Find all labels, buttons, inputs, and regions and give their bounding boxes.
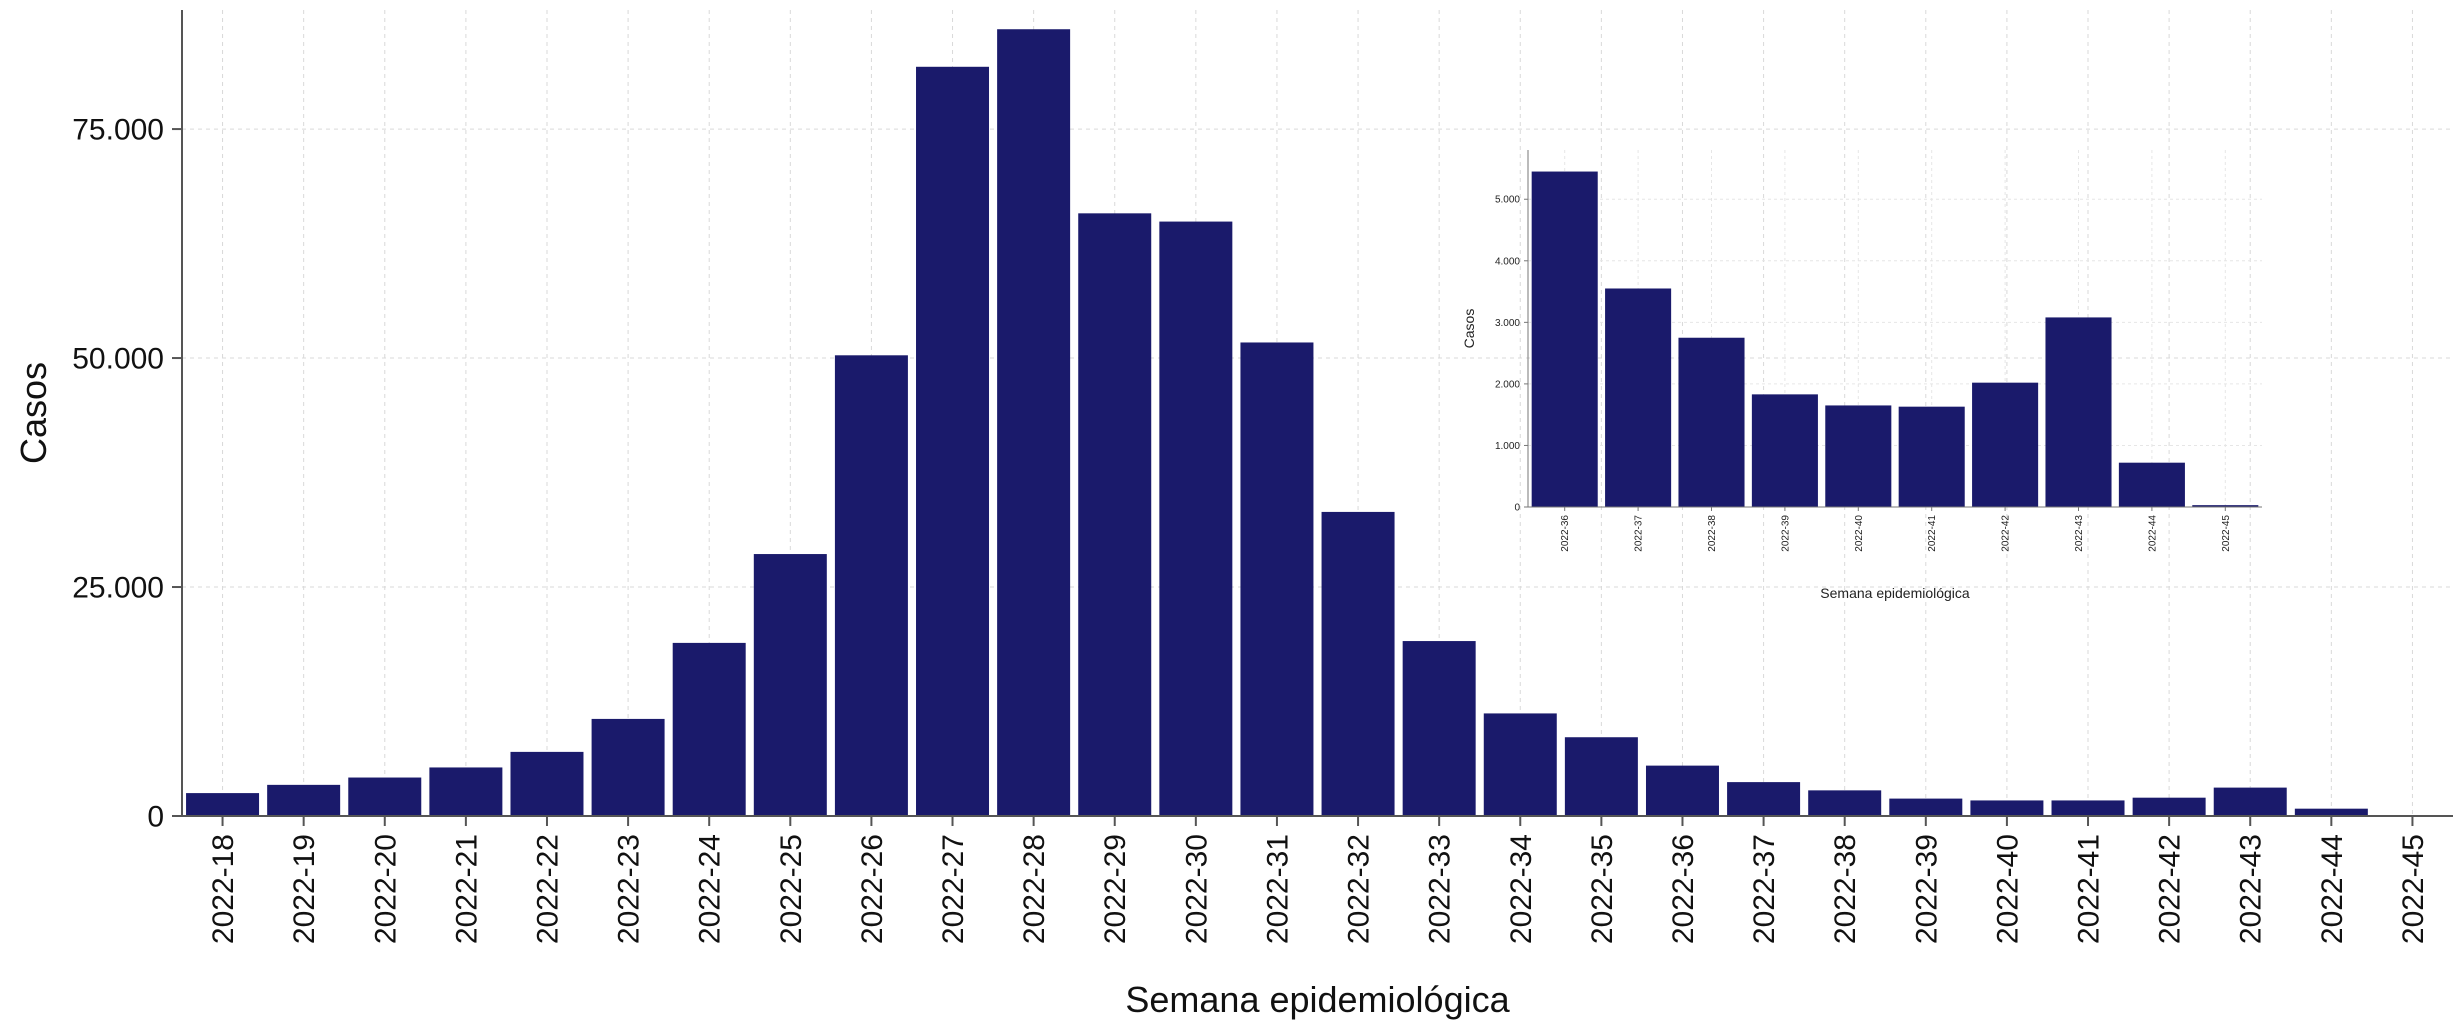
x-tick-label: 2022-42 [2154,834,2187,944]
inset-x-tick-label: 2022-43 [2074,515,2085,552]
inset-bar [2045,317,2112,507]
x-tick-label: 2022-43 [2235,834,2268,944]
x-tick-label: 2022-44 [2316,834,2349,944]
x-tick-label: 2022-22 [531,834,564,944]
bar [591,718,665,816]
bar [1159,221,1233,816]
x-tick-label: 2022-29 [1099,834,1132,944]
inset-y-tick-label: 0 [1514,503,1520,514]
main-chart: 0 25.000 50.000 75.000 2022-18 2022-19 2022-20… [13,10,2453,1020]
y-tick-label: 25.000 [72,572,164,605]
x-axis-title: Semana epidemiológica [1125,979,1510,1020]
bar [997,29,1071,817]
bar [2132,797,2206,816]
x-tick-label: 2022-20 [369,834,402,944]
inset-bar [1751,394,1818,507]
bar [2051,800,2125,816]
x-tick-label: 2022-36 [1667,834,1700,944]
bar [1240,342,1314,816]
y-tick-label: 75.000 [72,114,164,147]
bar [429,767,503,816]
bar [2213,787,2287,816]
bar [186,793,260,816]
bar [1727,782,1801,816]
bar [2294,808,2368,816]
x-tick-label: 2022-26 [856,834,889,944]
x-tick-label: 2022-34 [1505,834,1538,944]
bar [1970,800,2044,816]
y-tick-label: 0 [147,801,164,834]
x-tick-label: 2022-33 [1424,834,1457,944]
x-tick-label: 2022-18 [207,834,240,944]
x-tick-label: 2022-21 [450,834,483,944]
inset-bar [1972,382,2039,507]
inset-x-tick-label: 2022-45 [2221,515,2232,552]
inset-bar [1898,406,1965,507]
x-tick-label: 2022-30 [1180,834,1213,944]
x-tick-label: 2022-40 [1991,834,2024,944]
x-tick-label: 2022-45 [2397,834,2430,944]
inset-x-tick-label: 2022-44 [2147,515,2158,552]
x-tick-label: 2022-35 [1586,834,1619,944]
inset-x-tick-label: 2022-42 [2001,515,2012,552]
x-tick-label: 2022-31 [1261,834,1294,944]
x-tick-label: 2022-25 [775,834,808,944]
inset-y-tick-label: 2.000 [1495,379,1520,390]
inset-y-tick-label: 5.000 [1495,195,1520,206]
x-tick-label: 2022-37 [1748,834,1781,944]
inset-y-axis-title: Casos [1461,309,1477,349]
bar [1564,737,1638,816]
x-tick-label: 2022-41 [2073,834,2106,944]
x-tick-label: 2022-23 [613,834,646,944]
bar [1889,798,1963,816]
y-tick-label: 50.000 [72,343,164,376]
inset-y-tick-label: 1.000 [1495,441,1520,452]
inset-x-tick-label: 2022-40 [1854,515,1865,552]
inset-y-tick-label: 4.000 [1495,256,1520,267]
inset-chart: 0 1.000 2.000 3.000 4.000 5.000 2022-36 2022-37… [1461,150,2262,601]
bar [1402,641,1476,816]
bar [1078,213,1152,817]
x-tick-label: 2022-38 [1829,834,1862,944]
y-axis-title: Casos [13,362,54,464]
inset-x-tick-label: 2022-41 [1927,515,1938,552]
x-tick-label: 2022-32 [1343,834,1376,944]
inset-x-axis-title: Semana epidemiológica [1820,585,1970,601]
inset-bar [1531,171,1598,508]
x-tick-label: 2022-28 [1018,834,1051,944]
x-tick-label: 2022-39 [1910,834,1943,944]
bar [916,66,990,816]
bar [267,784,341,816]
bar [1808,790,1882,816]
inset-bar [1605,288,1672,507]
inset-y-tick-label: 3.000 [1495,318,1520,329]
inset-bar [2118,462,2185,507]
inset-bar [1678,337,1745,507]
bar [510,751,584,816]
bar [348,777,422,816]
bar [1645,765,1719,816]
inset-x-tick-label: 2022-38 [1707,515,1718,552]
bar [1483,713,1557,816]
bar [672,642,746,816]
inset-bar [2192,505,2259,507]
inset-x-tick-label: 2022-39 [1780,515,1791,552]
inset-bar [1825,405,1892,507]
inset-x-tick-label: 2022-37 [1634,515,1645,552]
x-tick-label: 2022-19 [288,834,321,944]
bar [1321,511,1395,816]
x-tick-label: 2022-24 [694,834,727,944]
bar [753,554,827,816]
x-tick-label: 2022-27 [937,834,970,944]
bar [834,355,908,816]
inset-x-tick-label: 2022-36 [1560,515,1571,552]
